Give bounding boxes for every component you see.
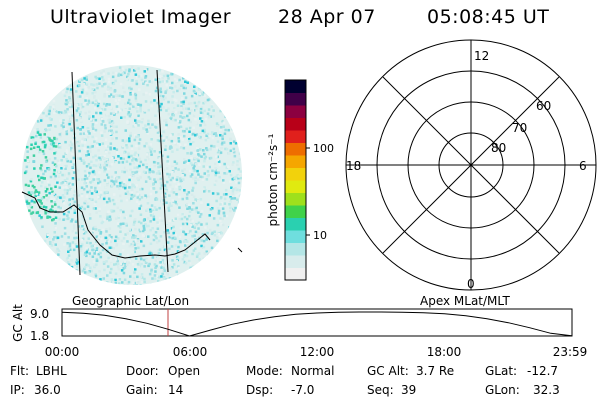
colorbar-unit-label: photon cm⁻²s⁻¹ (266, 133, 280, 226)
mode-value: Normal (291, 364, 335, 378)
colorbar-segment (285, 80, 306, 93)
glon-label: GLon: (485, 383, 520, 397)
gain-value: 14 (168, 383, 184, 397)
mlt-label-6: 6 (579, 159, 587, 173)
seq-value: 39 (401, 383, 417, 397)
timeline-ytick-bottom: 1.8 (30, 329, 49, 343)
timeline-left-title: Geographic Lat/Lon (72, 294, 189, 308)
mode-label: Mode: (246, 364, 283, 378)
mlat-label-60: 60 (536, 99, 551, 113)
timeline-ytick-top: 9.0 (30, 307, 49, 321)
timeline-xtick: 00:00 (45, 345, 80, 359)
time-display: 05:08:45 UT (427, 6, 550, 28)
mlat-label-80: 80 (491, 141, 506, 155)
filter-value: LBHL (36, 364, 67, 378)
colorbar-segment (285, 105, 306, 118)
door-label: Door: (126, 364, 159, 378)
timeline-xtick: 23:59 (553, 345, 588, 359)
colorbar-segment (285, 92, 306, 106)
timeline-axis-label: GC Alt (11, 304, 25, 342)
colorbar-segment (285, 167, 306, 181)
mlt-label-12: 12 (474, 49, 489, 63)
colorbar-segment (285, 267, 306, 281)
polar-grid (345, 39, 597, 291)
glon-value: 32.3 (533, 383, 560, 397)
ip-label: IP: (10, 383, 25, 397)
colorbar-segment (285, 142, 306, 156)
colorbar-segment (285, 117, 306, 131)
colorbar-segment (285, 155, 306, 168)
dsp-value: -7.0 (291, 383, 315, 397)
colorbar-segment (285, 192, 306, 206)
colorbar-segment (285, 205, 306, 218)
colorbar-frame (284, 79, 307, 281)
meridian-line (156, 69, 169, 273)
gain-label: Gain: (126, 383, 158, 397)
timeline-xtick: 06:00 (173, 345, 208, 359)
colorbar-segment (285, 230, 306, 243)
colorbar-tick-label: 100 (313, 142, 334, 155)
colorbar-segment (285, 130, 306, 143)
coastline (237, 247, 243, 253)
mlt-label-18: 18 (346, 159, 361, 173)
altitude-timeline: Geographic Lat/Lon Apex MLat/MLT 9.0 1.8… (11, 294, 587, 359)
mlt-label-0: 0 (467, 277, 475, 291)
uv-image-pixels (22, 66, 242, 285)
polar-diagonal (382, 76, 560, 254)
timeline-xtick: 12:00 (300, 345, 335, 359)
date-display: 28 Apr 07 (278, 6, 376, 28)
ip-value: 36.0 (34, 383, 61, 397)
door-value: Open (168, 364, 201, 378)
seq-label: Seq: (367, 383, 394, 397)
colorbar-tick-label: 10 (313, 229, 327, 242)
glat-label: GLat: (485, 364, 518, 378)
meridian-line (71, 71, 81, 276)
app-title: Ultraviolet Imager (50, 6, 232, 28)
coastline (21, 191, 211, 259)
timeline-right-title: Apex MLat/MLT (420, 294, 510, 308)
colorbar-segment (285, 217, 306, 231)
altitude-curve (61, 311, 572, 337)
colorbar: 100 10 photon cm⁻²s⁻¹ (266, 79, 334, 281)
mlat-label-70: 70 (512, 121, 527, 135)
timeline-frame (61, 308, 573, 337)
glat-value: -12.7 (527, 364, 559, 378)
gc-alt-label: GC Alt: (367, 364, 409, 378)
uv-image-panel (21, 65, 243, 285)
colorbar-segment (285, 180, 306, 193)
gc-alt-value: 3.7 Re (416, 364, 455, 378)
colorbar-segment (285, 255, 306, 268)
dsp-label: Dsp: (246, 383, 274, 397)
colorbar-segment (285, 242, 306, 256)
timeline-xtick: 18:00 (427, 345, 462, 359)
filter-label: Flt: (10, 364, 29, 378)
